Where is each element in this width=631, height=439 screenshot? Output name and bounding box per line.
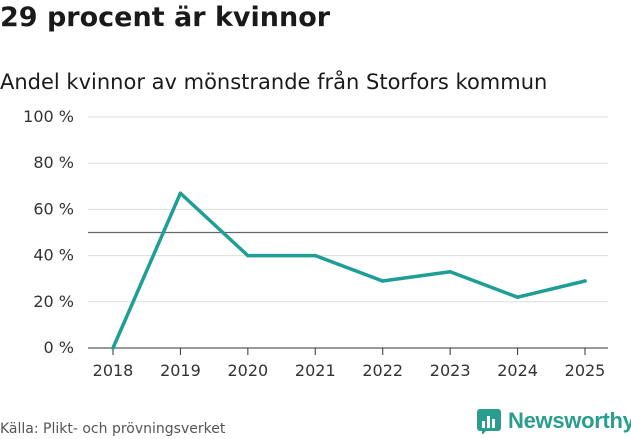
y-tick-label: 40 % (33, 246, 74, 265)
y-tick-label: 20 % (33, 292, 74, 311)
data-point (178, 191, 183, 195)
chart-title: 29 procent är kvinnor (0, 2, 331, 33)
chart-subtitle: Andel kvinnor av mönstrande från Storfor… (0, 70, 548, 94)
data-point (448, 270, 452, 274)
y-tick-label: 0 % (44, 338, 74, 357)
series-line (111, 191, 587, 350)
data-point (313, 253, 318, 258)
data-point (111, 346, 115, 350)
data-point (380, 279, 385, 283)
x-tick-label: 2023 (430, 361, 471, 380)
x-tick-label: 2018 (93, 361, 134, 380)
x-tick-label: 2024 (497, 361, 538, 380)
data-point (515, 295, 520, 299)
x-tick-label: 2021 (295, 361, 336, 380)
newsworthy-logo: Newsworthy (476, 408, 631, 434)
x-tick-label: 2020 (227, 361, 268, 380)
x-tick-label: 2025 (565, 361, 606, 380)
y-tick-label: 100 % (23, 107, 74, 126)
data-point (583, 279, 587, 283)
brand-name: Newsworthy (508, 408, 631, 433)
x-tick-label: 2019 (160, 361, 201, 380)
bar-chart-logo-icon (477, 409, 501, 434)
y-tick-label: 80 % (33, 153, 74, 172)
y-tick-label: 60 % (33, 199, 74, 218)
data-point (246, 253, 250, 258)
source-note: Källa: Plikt- och prövningsverket (0, 421, 226, 437)
x-tick-label: 2022 (362, 361, 403, 380)
